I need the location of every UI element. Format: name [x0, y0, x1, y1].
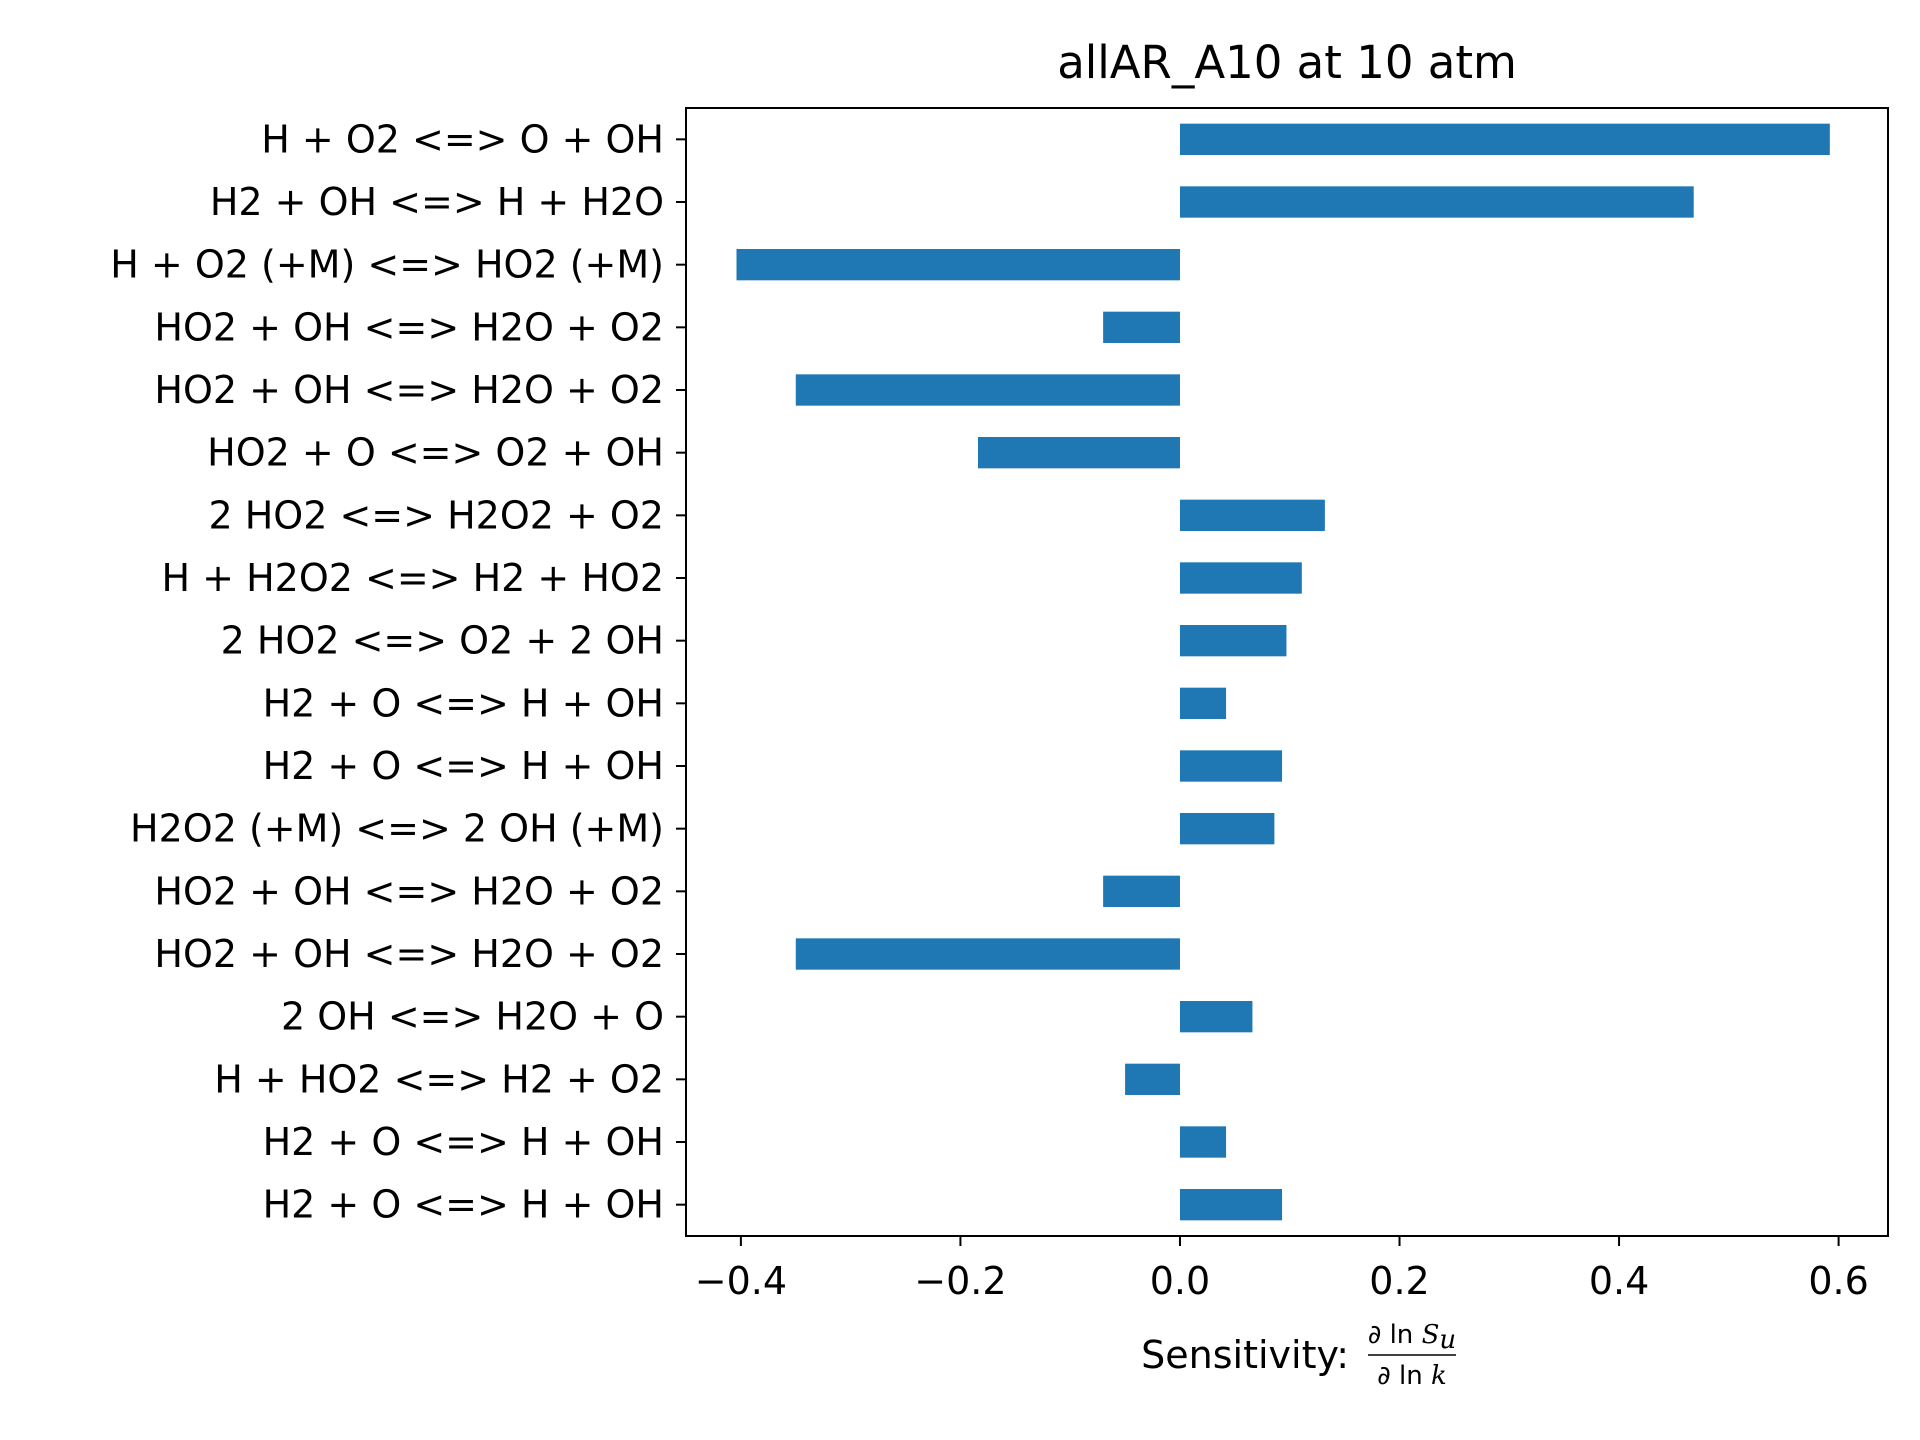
bar: [736, 249, 1180, 281]
x-tick-label: 0.6: [1808, 1259, 1868, 1303]
bar: [1179, 1189, 1283, 1221]
x-axis-ticks: −0.4 −0.2 0.0 0.2 0.4 0.6: [695, 1236, 1869, 1303]
x-axis-label: Sensitivity: ∂ ln Su ∂ ln k: [1141, 1320, 1456, 1391]
bar: [1179, 625, 1287, 657]
bar: [1179, 1001, 1253, 1033]
bar: [1125, 1063, 1180, 1095]
bars-group: [736, 123, 1830, 1221]
x-tick-label: −0.2: [914, 1259, 1006, 1303]
y-tick-label: H2 + O <=> H + OH: [263, 1183, 664, 1227]
bar: [1103, 875, 1180, 907]
y-tick-label: HO2 + OH <=> H2O + O2: [154, 368, 664, 412]
x-tick-label: −0.4: [695, 1259, 787, 1303]
bar: [795, 374, 1180, 406]
y-axis-ticks: H + O2 <=> O + OH H2 + OH <=> H + H2O H + …: [110, 117, 686, 1227]
x-tick-label: 0.0: [1150, 1259, 1210, 1303]
y-tick-label: 2 HO2 <=> O2 + 2 OH: [221, 619, 664, 663]
y-tick-label: H2 + O <=> H + OH: [263, 681, 664, 725]
bar: [1179, 687, 1227, 719]
y-tick-label: H2O2 (+M) <=> 2 OH (+M): [130, 807, 664, 851]
x-axis-label-denominator: ∂ ln k: [1377, 1361, 1446, 1391]
y-tick-label: 2 HO2 <=> H2O2 + O2: [208, 493, 664, 537]
y-tick-label: H + H2O2 <=> H2 + HO2: [162, 556, 665, 600]
y-tick-label: HO2 + OH <=> H2O + O2: [154, 932, 664, 976]
bar: [1179, 750, 1283, 782]
bar: [1179, 186, 1694, 218]
x-axis-label-numerator: ∂ ln Su: [1368, 1320, 1456, 1355]
bar: [1179, 562, 1302, 594]
plot-frame: [685, 107, 1889, 1237]
y-tick-label: H2 + OH <=> H + H2O: [210, 180, 664, 224]
bar: [977, 437, 1180, 469]
y-tick-label: HO2 + OH <=> H2O + O2: [154, 305, 664, 349]
y-tick-label: HO2 + OH <=> H2O + O2: [154, 869, 664, 913]
bar: [1103, 311, 1180, 343]
y-tick-label: H2 + O <=> H + OH: [263, 744, 664, 788]
y-tick-label: HO2 + O <=> O2 + OH: [207, 431, 664, 475]
y-tick-label: 2 OH <=> H2O + O: [281, 995, 664, 1039]
bar: [1179, 813, 1275, 845]
bar: [1179, 123, 1830, 155]
bar: [1179, 1126, 1227, 1158]
bar: [1179, 499, 1325, 531]
x-tick-label: 0.4: [1589, 1259, 1649, 1303]
y-tick-label: H2 + O <=> H + OH: [263, 1120, 664, 1164]
y-tick-label: H + O2 <=> O + OH: [261, 117, 664, 161]
chart-title: allAR_A10 at 10 atm: [1057, 36, 1517, 89]
x-tick-label: 0.2: [1369, 1259, 1429, 1303]
y-tick-label: H + HO2 <=> H2 + O2: [214, 1057, 664, 1101]
bar: [795, 938, 1180, 970]
x-axis-label-text: Sensitivity:: [1141, 1333, 1349, 1377]
y-tick-label: H + O2 (+M) <=> HO2 (+M): [110, 243, 664, 287]
